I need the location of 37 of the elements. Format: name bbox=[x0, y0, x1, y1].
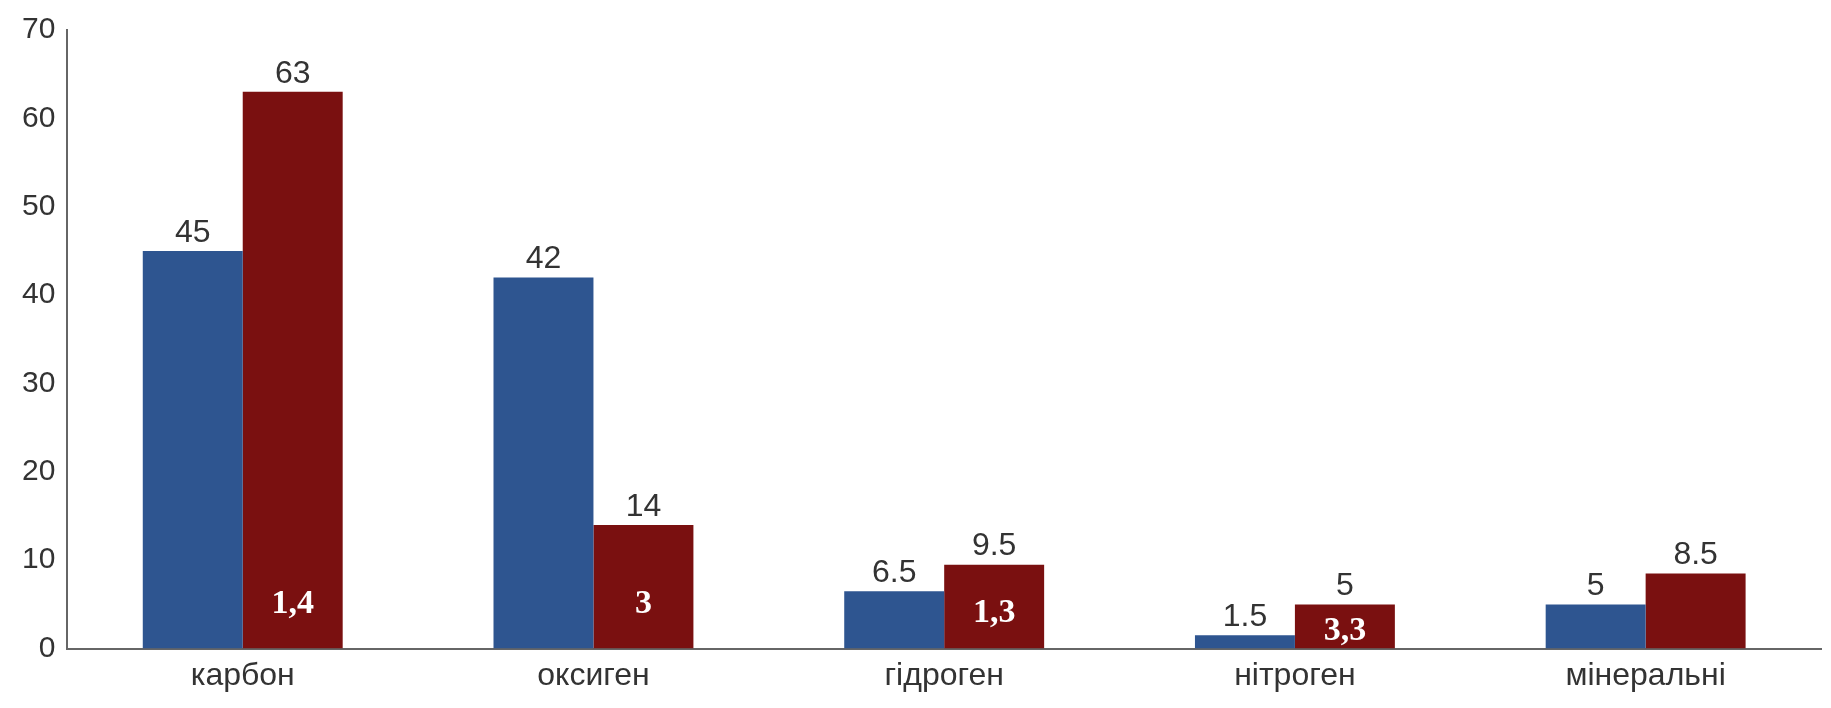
data-label: 9.5 bbox=[971, 526, 1017, 563]
y-tick-label: 70 bbox=[21, 11, 56, 45]
data-label: 6.5 bbox=[871, 552, 917, 589]
bar bbox=[944, 564, 1045, 649]
bar bbox=[593, 524, 694, 649]
bar bbox=[1294, 604, 1395, 649]
data-label: 5 bbox=[1335, 566, 1354, 603]
y-tick-label: 60 bbox=[21, 99, 56, 133]
bar bbox=[1194, 635, 1295, 649]
bar bbox=[493, 277, 594, 649]
y-tick-label: 50 bbox=[21, 188, 56, 222]
data-label: 14 bbox=[625, 486, 662, 523]
bar bbox=[242, 91, 343, 649]
bar bbox=[142, 250, 243, 649]
annotation: 1,4 bbox=[271, 583, 314, 621]
x-tick-label: оксиген bbox=[537, 655, 650, 692]
data-label: 45 bbox=[174, 212, 211, 249]
y-tick-label: 0 bbox=[38, 629, 56, 663]
y-tick-label: 30 bbox=[21, 364, 56, 398]
data-label: 63 bbox=[274, 53, 311, 90]
annotation: 3 bbox=[634, 583, 652, 621]
annotation: 1,3 bbox=[972, 592, 1016, 630]
data-label: 1.5 bbox=[1222, 597, 1268, 634]
x-tick-label: нітроген bbox=[1234, 655, 1356, 692]
x-tick-label: гідроген bbox=[884, 655, 1004, 692]
x-tick-label: мінеральні bbox=[1565, 655, 1726, 692]
annotation: 3,3 bbox=[1323, 609, 1367, 647]
y-tick-label: 10 bbox=[21, 541, 56, 575]
bar bbox=[1645, 573, 1746, 649]
bar bbox=[1545, 604, 1646, 649]
y-tick-label: 40 bbox=[21, 276, 56, 310]
y-tick-label: 20 bbox=[21, 453, 56, 487]
bar bbox=[844, 591, 945, 649]
data-label: 5 bbox=[1586, 566, 1605, 603]
x-tick-label: карбон bbox=[190, 655, 295, 692]
data-label: 42 bbox=[525, 239, 562, 276]
data-label: 8.5 bbox=[1673, 535, 1718, 572]
